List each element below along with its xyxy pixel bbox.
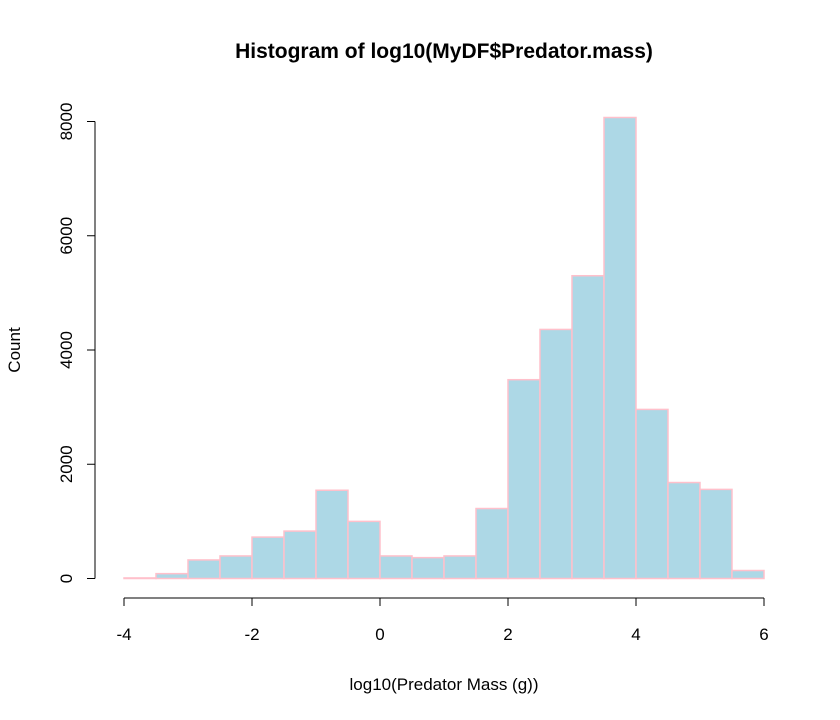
histogram-bar <box>635 408 669 580</box>
x-tick-label: 4 <box>631 625 640 644</box>
histogram-bar <box>507 378 541 580</box>
y-axis-label: Count <box>5 327 24 373</box>
histogram-bar <box>731 569 765 580</box>
histogram-bar <box>667 481 701 580</box>
x-tick-label: 0 <box>375 625 384 644</box>
y-tick-label: 2000 <box>57 445 76 483</box>
histogram-bar <box>219 555 253 580</box>
histogram-bar <box>571 274 605 580</box>
x-tick-label: -2 <box>244 625 259 644</box>
histogram-bar <box>411 556 445 580</box>
histogram-bar <box>187 559 221 580</box>
histogram-bar <box>155 572 189 580</box>
histogram-bar <box>379 555 413 580</box>
histogram-bar <box>603 116 637 580</box>
histogram-bar <box>347 520 381 580</box>
y-tick-label: 4000 <box>57 331 76 369</box>
histogram-bar <box>699 488 733 580</box>
y-tick-label: 8000 <box>57 103 76 141</box>
histogram-bar <box>539 328 573 580</box>
x-tick-label: 2 <box>503 625 512 644</box>
x-tick-label: -4 <box>116 625 131 644</box>
histogram-bar <box>475 507 509 580</box>
histogram-bar <box>315 489 349 580</box>
x-tick-label: 6 <box>759 625 768 644</box>
histogram-bar <box>443 555 477 580</box>
histogram-bar <box>283 530 317 580</box>
histogram-bar <box>251 536 285 580</box>
histogram-bar <box>123 577 157 580</box>
x-axis-label: log10(Predator Mass (g)) <box>350 675 539 694</box>
y-tick-label: 0 <box>57 574 76 583</box>
y-tick-label: 6000 <box>57 217 76 255</box>
chart-title: Histogram of log10(MyDF$Predator.mass) <box>235 40 653 63</box>
